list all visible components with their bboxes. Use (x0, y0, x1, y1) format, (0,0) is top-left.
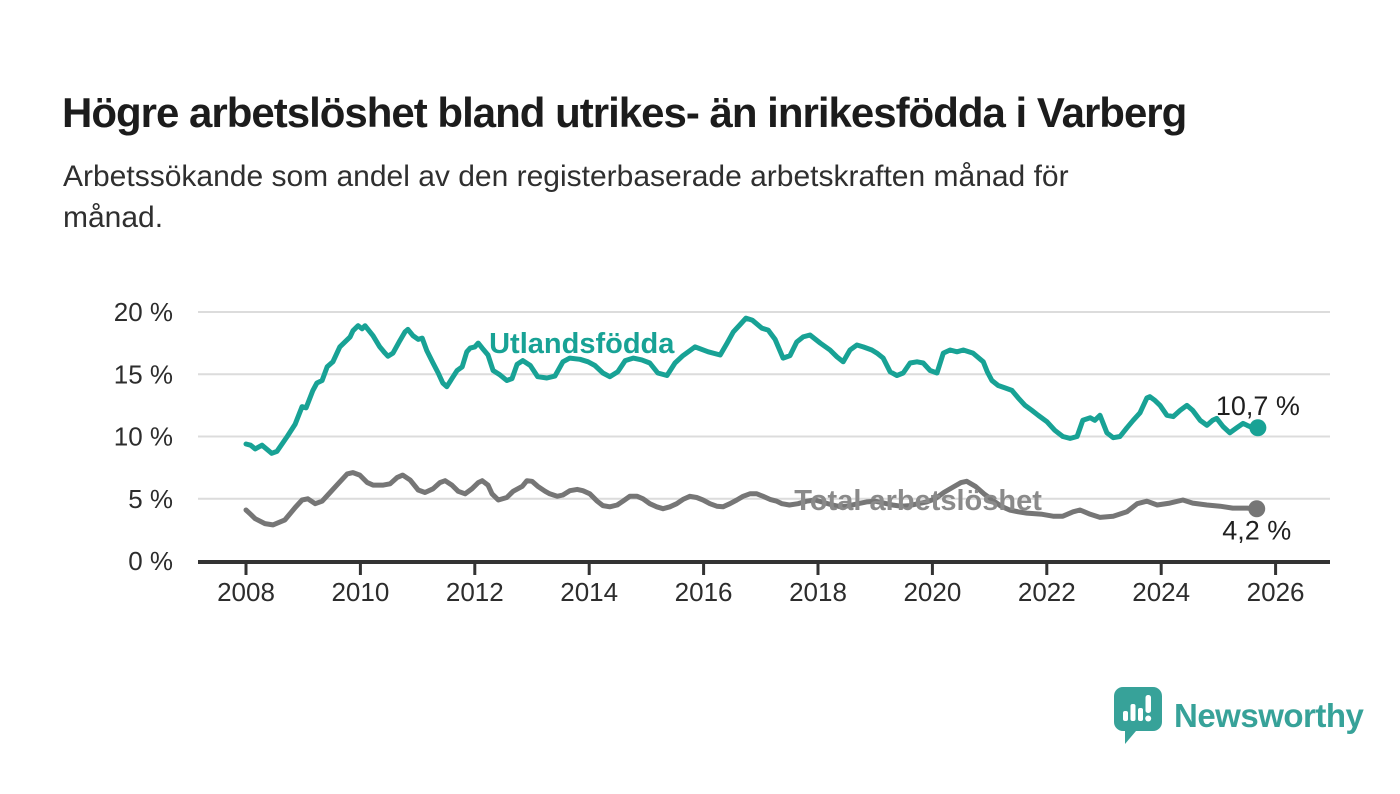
series-line-utlandsf-dda (243, 315, 1261, 456)
page-title: Högre arbetslöshet bland utrikes- än inr… (62, 89, 1187, 137)
series-line-total-arbetsl-shet (243, 470, 1260, 528)
newsworthy-logo-text: Newsworthy (1174, 697, 1364, 734)
page-subtitle: Arbetssökande som andel av den registerb… (63, 156, 1263, 238)
x-tick-label: 2022 (1018, 577, 1076, 607)
y-tick-label: 5 % (128, 484, 173, 514)
x-tick-label: 2008 (217, 577, 275, 607)
newsworthy-logo: Newsworthy (1113, 686, 1364, 746)
x-tick-label: 2016 (675, 577, 733, 607)
end-value-label-utlandsf-dda: 10,7 % (1216, 391, 1300, 421)
page-subtitle-line1: Arbetssökande som andel av den registerb… (63, 160, 1069, 193)
y-tick-label: 10 % (114, 422, 173, 452)
x-tick-label: 2026 (1247, 577, 1305, 607)
x-tick-label: 2014 (560, 577, 618, 607)
page-subtitle-line2: månad. (63, 201, 164, 234)
x-tick-label: 2012 (446, 577, 504, 607)
x-tick-label: 2020 (903, 577, 961, 607)
x-tick-label: 2010 (331, 577, 389, 607)
x-tick-label: 2018 (789, 577, 847, 607)
series-label-total-arbetsl-shet: Total arbetslöshet (794, 485, 1042, 517)
x-tick-label: 2024 (1132, 577, 1190, 607)
newsworthy-speech-bubble-chart-icon (1113, 686, 1163, 746)
end-dot-total-arbetsl-shet (1248, 500, 1266, 518)
y-tick-label: 15 % (114, 359, 173, 389)
y-tick-label: 0 % (128, 546, 173, 576)
series-label-utlandsf-dda: Utlandsfödda (489, 328, 675, 360)
end-value-label-total-arbetsl-shet: 4,2 % (1222, 516, 1291, 546)
y-tick-label: 20 % (114, 297, 173, 327)
end-dot-utlandsf-dda (1249, 419, 1267, 437)
